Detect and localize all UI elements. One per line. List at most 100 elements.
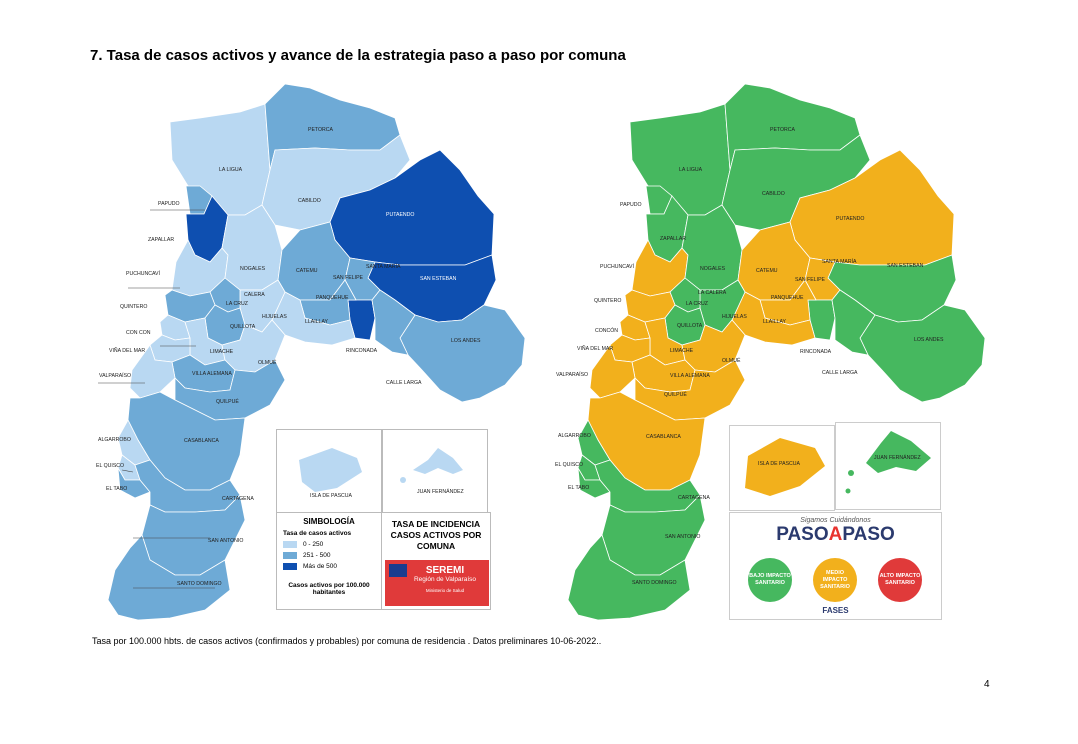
left-label-quillota: QUILLOTA (230, 324, 256, 330)
legend-footer: Casos activos por 100.000 habitantes (288, 582, 370, 596)
left-label-quintero: QUINTERO (120, 304, 147, 310)
right-label-rinconada: RINCONADA (800, 349, 832, 355)
region-los-andes (399, 304, 526, 403)
left-label-juan-fernandez: JUAN FERNÁNDEZ (417, 488, 464, 495)
left-label-calera: CALERA (244, 292, 265, 298)
left-label-putaendo: PUTAENDO (386, 212, 414, 218)
left-label-con-con: CON CON (126, 330, 151, 336)
left-label-el-tabo: EL TABO (106, 486, 127, 492)
left-label-quilpue: QUILPUÉ (216, 398, 239, 405)
left-label-vina: VIÑA DEL MAR (109, 347, 145, 354)
left-label-santo-domingo: SANTO DOMINGO (177, 581, 222, 587)
right-label-cabildo: CABILDO (762, 191, 785, 197)
page-number: 4 (984, 679, 990, 690)
paso-a-paso-logo: PASOAPASO (776, 524, 895, 545)
left-label-san-felipe: SAN FELIPE (333, 275, 364, 281)
left-label-villa-alemana: VILLA ALEMANA (192, 371, 232, 377)
page-title: 7. Tasa de casos activos y avance de la … (90, 47, 626, 64)
left-label-isla-pascua: ISLA DE PASCUA (310, 493, 353, 499)
right-label-san-esteban: SAN ESTEBAN (887, 263, 924, 269)
left-label-limache: LIMACHE (210, 349, 234, 355)
right-label-panquehue: PANQUEHUE (771, 295, 804, 301)
legend-title: SIMBOLOGÍA (303, 517, 355, 526)
right-label-hijuelas: HIJUELAS (722, 314, 747, 320)
right-label-nogales: NOGALES (700, 266, 726, 272)
right-label-puchuncavi: PUCHUNCAVÍ (600, 263, 634, 270)
left-label-algarrobo: ALGARROBO (98, 437, 131, 443)
legend-item-mid: 251 - 500 (283, 552, 381, 559)
right-label-concon: CONCÓN (595, 327, 618, 334)
left-label-papudo: PAPUDO (158, 201, 180, 207)
right-label-papudo: PAPUDO (620, 202, 642, 208)
seremi-logo: SEREMI Región de Valparaíso Ministerio d… (385, 560, 489, 606)
footnote: Tasa por 100.000 hbts. de casos activos … (92, 636, 602, 646)
left-label-calle-larga: CALLE LARGA (386, 380, 422, 386)
fases-label: FASES (822, 606, 849, 615)
left-label-casablanca: CASABLANCA (184, 438, 219, 444)
isla-de-pascua-inset-right: ISLA DE PASCUA (729, 425, 835, 511)
right-label-olmue: OLMUÉ (722, 357, 741, 364)
left-label-el-quisco: EL QUISCO (96, 463, 124, 469)
left-label-cabildo: CABILDO (298, 198, 321, 204)
right-label-valparaiso: VALPARAÍSO (556, 371, 588, 378)
right-label-limache: LIMACHE (670, 348, 694, 354)
paso-a-paso-slogan: Sigamos Cuidándonos (800, 517, 871, 524)
left-label-santa-maria: SANTA MARÍA (366, 263, 401, 270)
right-label-santo-domingo: SANTO DOMINGO (632, 580, 677, 586)
fase-alto-badge: ALTO IMPACTO SANITARIO (878, 558, 922, 602)
right-label-putaendo: PUTAENDO (836, 216, 864, 222)
left-label-hijuelas: HIJUELAS (262, 314, 287, 320)
region-santo-domingo (107, 534, 231, 621)
right-label-el-tabo: EL TABO (568, 485, 589, 491)
right-label-san-felipe: SAN FELIPE (795, 277, 826, 283)
left-label-los-andes: LOS ANDES (451, 338, 481, 344)
juan-fernandez-inset: JUAN FERNÁNDEZ (382, 429, 488, 513)
left-label-panquehue: PANQUEHUE (316, 295, 349, 301)
left-label-valparaiso: VALPARAÍSO (99, 372, 131, 379)
left-label-nogales: NOGALES (240, 266, 266, 272)
paso-a-paso-box: Sigamos Cuidándonos PASOAPASO BAJO IMPAC… (729, 512, 942, 620)
right-label-villa-alemana: VILLA ALEMANA (670, 373, 710, 379)
legend-box: SIMBOLOGÍA Tasa de casos activos 0 - 250… (276, 512, 382, 610)
right-label-cartagena: CARTAGENA (678, 495, 710, 501)
right-label-quintero: QUINTERO (594, 298, 621, 304)
right-label-algarrobo: ALGARROBO (558, 433, 591, 439)
right-label-petorca: PETORCA (770, 127, 796, 133)
right-label-zapallar: ZAPALLAR (660, 236, 686, 242)
left-label-san-antonio: SAN ANTONIO (208, 538, 243, 544)
incidence-box: TASA DE INCIDENCIA CASOS ACTIVOS POR COM… (381, 512, 491, 610)
left-label-petorca: PETORCA (308, 127, 334, 133)
right-label-llaillay: LLAILLAY (763, 319, 787, 325)
fase-bajo-badge: BAJO IMPACTO SANITARIO (748, 558, 792, 602)
juan-fernandez-inset-right: JUAN FERNÁNDEZ (835, 422, 941, 510)
left-label-la-cruz: LA CRUZ (226, 301, 248, 307)
right-label-calle-larga: CALLE LARGA (822, 370, 858, 376)
right-label-la-ligua: LA LIGUA (679, 167, 703, 173)
left-label-san-esteban: SAN ESTEBAN (420, 276, 457, 282)
fase-medio-badge: MEDIO IMPACTO SANITARIO (813, 558, 857, 602)
right-label-catemu: CATEMU (756, 268, 778, 274)
left-label-olmue: OLMUÉ (258, 359, 277, 366)
left-label-cartagena: CARTAGENA (222, 496, 254, 502)
isla-de-pascua-inset: ISLA DE PASCUA (276, 429, 382, 513)
right-label-los-andes: LOS ANDES (914, 337, 944, 343)
left-label-zapallar: ZAPALLAR (148, 237, 174, 243)
right-label-la-calera: LA CALERA (698, 290, 727, 296)
right-label-isla-pascua: ISLA DE PASCUA (758, 461, 801, 467)
legend-item-high: Más de 500 (283, 563, 381, 570)
right-label-juan-fernandez: JUAN FERNÁNDEZ (874, 454, 921, 461)
right-label-san-antonio: SAN ANTONIO (665, 534, 700, 540)
region-calle-larga (371, 289, 416, 356)
right-label-la-cruz: LA CRUZ (686, 301, 708, 307)
legend-subtitle: Tasa de casos activos (283, 530, 352, 537)
left-label-rinconada: RINCONADA (346, 348, 378, 354)
legend-item-low: 0 - 250 (283, 541, 381, 548)
left-label-puchuncavi: PUCHUNCAVÍ (126, 270, 160, 277)
chile-flag-icon (389, 564, 407, 586)
right-label-quillota: QUILLOTA (677, 323, 703, 329)
right-label-casablanca: CASABLANCA (646, 434, 681, 440)
right-label-vina: VIÑA DEL MAR (577, 345, 613, 352)
left-label-catemu: CATEMU (296, 268, 318, 274)
